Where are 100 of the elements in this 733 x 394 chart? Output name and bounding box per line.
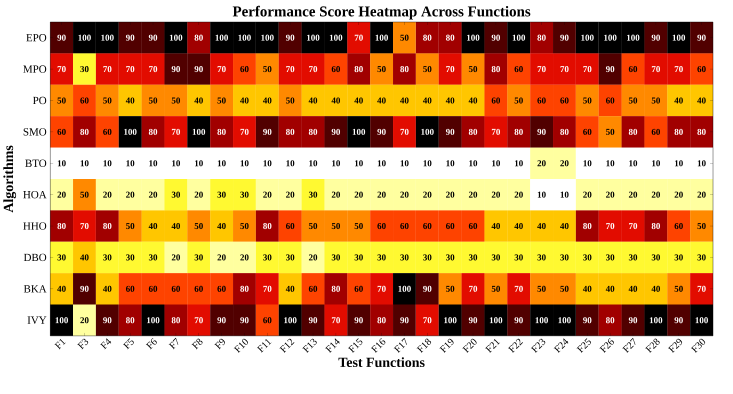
data-label: 20 xyxy=(652,192,660,198)
data-label: 100 xyxy=(101,34,114,41)
data-label: 60 xyxy=(194,286,203,292)
data-label: 40 xyxy=(582,286,592,292)
data-label: 60 xyxy=(537,97,546,104)
data-label: 80 xyxy=(423,34,432,41)
data-label: 60 xyxy=(514,66,523,72)
data-label: 90 xyxy=(308,317,318,324)
y-tick-label: DBO xyxy=(24,254,46,262)
data-label: 60 xyxy=(560,97,569,104)
data-label: 50 xyxy=(697,223,706,230)
data-label: 20 xyxy=(263,192,272,198)
data-label: 30 xyxy=(286,254,294,261)
data-label: 10 xyxy=(674,160,683,166)
data-label: 90 xyxy=(148,34,158,41)
data-label: 60 xyxy=(377,223,386,230)
data-label: 20 xyxy=(80,317,89,324)
data-label: 40 xyxy=(400,97,409,104)
x-tick-label: F14 xyxy=(325,338,340,354)
data-label: 60 xyxy=(697,66,706,72)
data-label: 50 xyxy=(400,34,409,41)
data-label: 40 xyxy=(240,97,249,104)
data-label: 100 xyxy=(604,34,617,41)
x-tick-label: F1 xyxy=(54,339,66,350)
data-label: 80 xyxy=(514,128,523,135)
data-label: 70 xyxy=(469,286,478,292)
data-label: 80 xyxy=(628,128,638,135)
x-tick-label: F12 xyxy=(279,338,294,354)
data-label: 80 xyxy=(80,128,89,135)
data-label: 90 xyxy=(332,128,340,135)
data-label: 80 xyxy=(468,128,478,135)
data-label: 100 xyxy=(444,317,457,324)
data-label: 60 xyxy=(652,128,660,135)
data-label: 50 xyxy=(57,97,66,104)
y-tick-label: PO xyxy=(32,96,46,104)
data-label: 10 xyxy=(492,160,500,166)
data-label: 80 xyxy=(332,286,340,292)
data-label: 10 xyxy=(149,160,158,166)
data-label: 10 xyxy=(286,160,294,166)
data-label: 60 xyxy=(423,223,432,230)
data-label: 70 xyxy=(58,66,66,72)
data-label: 30 xyxy=(400,254,409,261)
data-label: 40 xyxy=(57,286,66,292)
data-label: 100 xyxy=(672,34,686,41)
data-label: 100 xyxy=(376,34,388,41)
data-label: 80 xyxy=(217,128,226,135)
x-tick-label: F26 xyxy=(599,338,614,354)
data-label: 80 xyxy=(57,223,66,230)
x-tick-label: F9 xyxy=(214,338,225,350)
data-label: 80 xyxy=(194,34,203,41)
data-label: 70 xyxy=(218,66,226,72)
data-label: 90 xyxy=(583,317,592,324)
data-label: 60 xyxy=(606,97,614,104)
data-label: 80 xyxy=(652,223,660,230)
data-label: 90 xyxy=(446,128,454,135)
data-label: 20 xyxy=(172,254,180,261)
data-label: 50 xyxy=(674,286,683,292)
data-label: 10 xyxy=(354,160,363,166)
data-label: 90 xyxy=(652,34,660,41)
data-label: 40 xyxy=(514,223,523,230)
data-label: 70 xyxy=(514,286,523,292)
data-label: 40 xyxy=(172,223,180,230)
data-label: 20 xyxy=(148,192,158,198)
data-label: 60 xyxy=(286,223,294,230)
data-label: 100 xyxy=(558,317,571,324)
data-label: 20 xyxy=(103,192,112,198)
data-label: 60 xyxy=(240,66,249,72)
data-label: 90 xyxy=(492,34,500,41)
data-label: 40 xyxy=(446,97,454,104)
data-label: 20 xyxy=(194,192,203,198)
data-label: 40 xyxy=(628,286,638,292)
data-label: 10 xyxy=(264,160,272,166)
data-label: 40 xyxy=(102,286,112,292)
data-label: 50 xyxy=(126,223,134,230)
data-label: 70 xyxy=(606,223,614,230)
data-label: 70 xyxy=(652,66,660,72)
data-label: 80 xyxy=(606,317,614,324)
data-label: 10 xyxy=(698,160,706,166)
data-label: 40 xyxy=(674,97,683,104)
data-label: 60 xyxy=(400,223,409,230)
data-label: 60 xyxy=(674,223,683,230)
data-label: 20 xyxy=(560,160,569,166)
x-tick-label: F27 xyxy=(622,338,636,354)
data-label: 50 xyxy=(423,66,432,72)
data-label: 10 xyxy=(80,160,89,166)
data-label: 90 xyxy=(468,317,478,324)
y-tick-label: HOA xyxy=(23,191,47,198)
data-label: 80 xyxy=(308,128,318,135)
data-label: 100 xyxy=(56,317,68,324)
data-label: 50 xyxy=(80,192,89,198)
data-label: 10 xyxy=(309,160,318,166)
data-label: 70 xyxy=(172,128,180,135)
data-label: 60 xyxy=(468,223,478,230)
data-label: 100 xyxy=(536,317,548,324)
data-label: 20 xyxy=(628,192,638,198)
data-label: 20 xyxy=(240,254,249,261)
data-label: 90 xyxy=(628,317,638,324)
data-label: 60 xyxy=(103,128,112,135)
data-label: 10 xyxy=(332,160,340,166)
x-tick-label: F5 xyxy=(122,338,134,350)
